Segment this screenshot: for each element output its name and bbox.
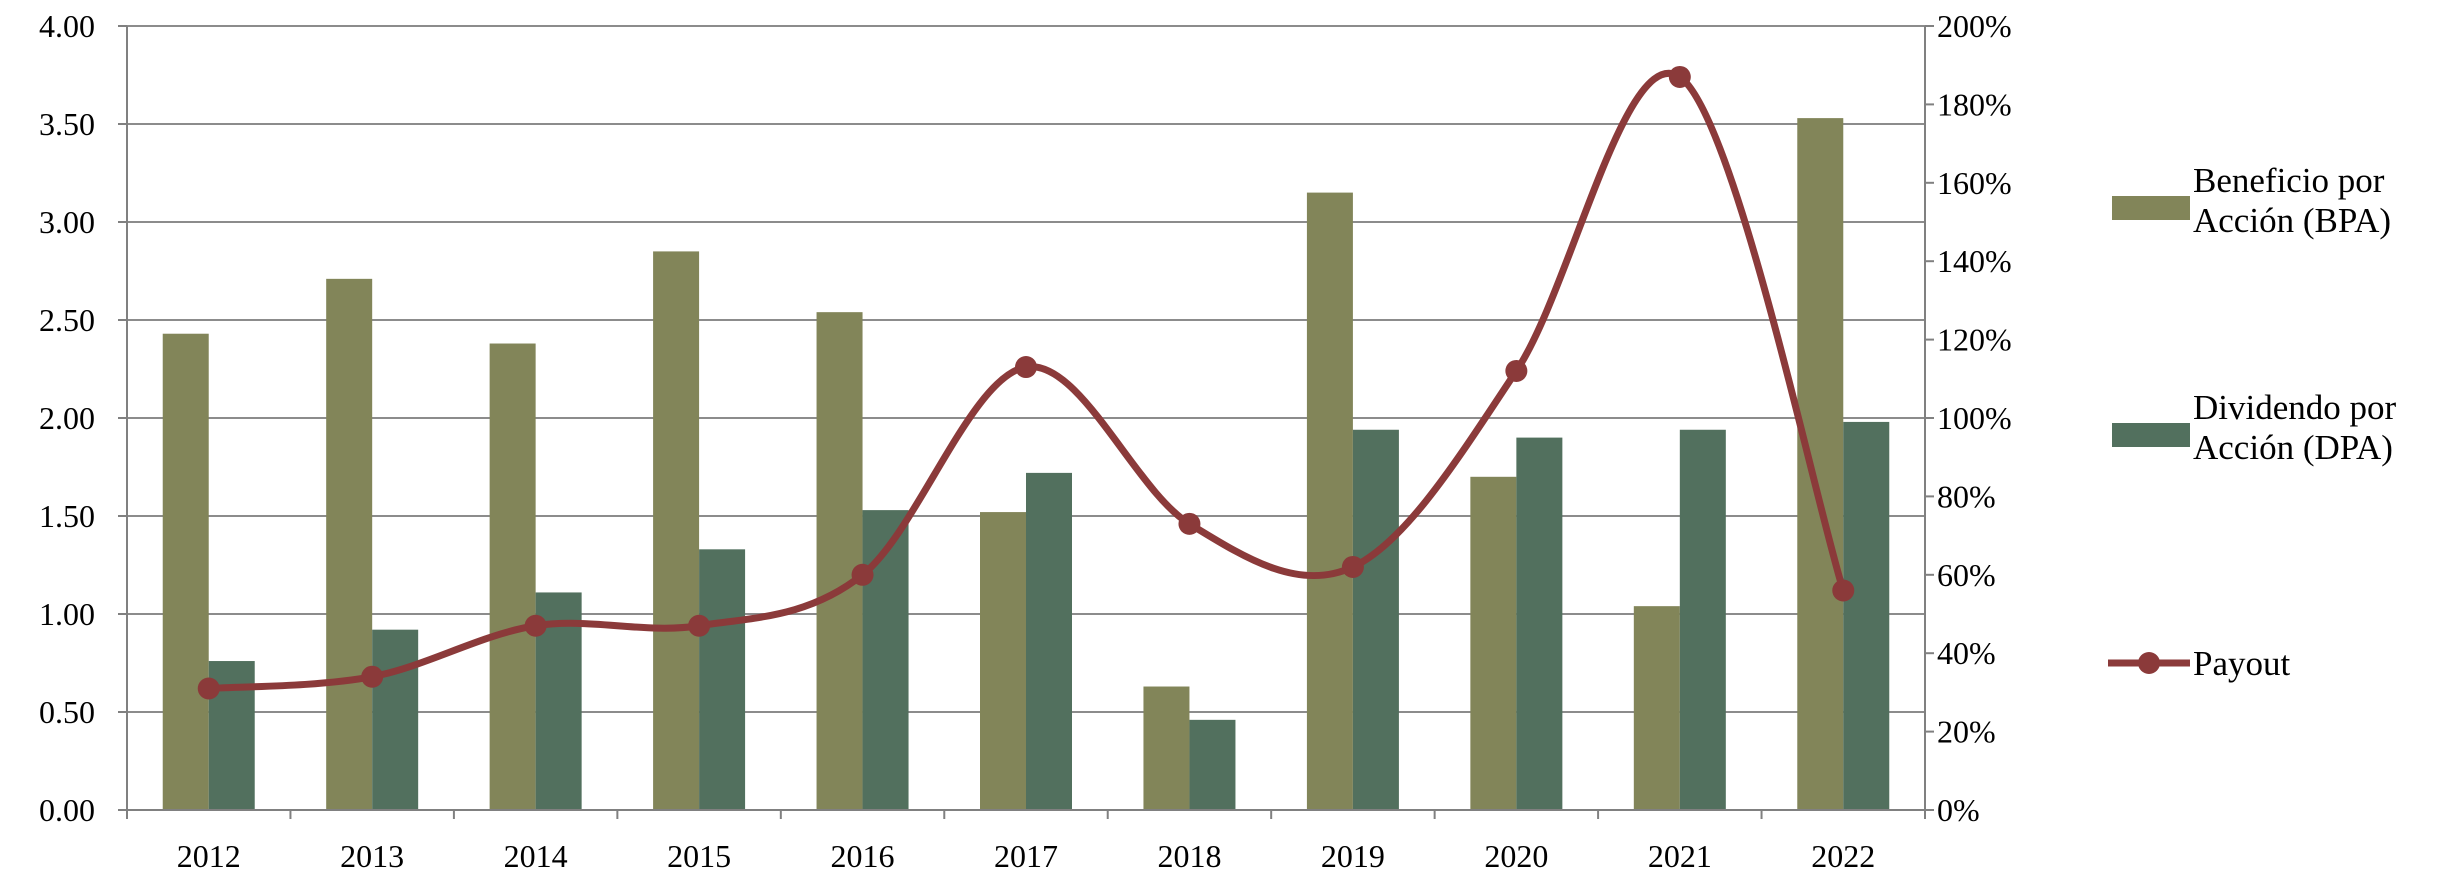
left-tick-label: 2.50 [39, 302, 95, 338]
right-tick-label: 40% [1937, 635, 1996, 671]
payout-point [361, 665, 384, 688]
x-tick-label: 2012 [177, 838, 241, 874]
payout-point [524, 614, 547, 637]
payout-point [1832, 579, 1855, 602]
x-tick-label: 2014 [504, 838, 568, 874]
bar-bpa [1633, 606, 1680, 810]
legend-label: Beneficio por [2193, 161, 2385, 200]
legend-label: Acción (DPA) [2193, 428, 2393, 467]
x-tick-label: 2017 [994, 838, 1058, 874]
bar-bpa [1470, 476, 1517, 810]
legend-label: Dividendo por [2193, 388, 2397, 427]
payout-point [688, 614, 711, 637]
bar-bpa [816, 312, 863, 810]
x-tick-label: 2018 [1157, 838, 1221, 874]
legend-item-payout: Payout [2108, 644, 2291, 683]
axes [118, 25, 1934, 819]
right-tick-label: 20% [1937, 714, 1996, 750]
right-tick-label: 120% [1937, 322, 2012, 358]
bar-dpa [1352, 429, 1399, 810]
bar-bpa [1306, 192, 1353, 811]
x-axis-tick-labels: 2012 2013 2014 2015 2016 2017 2018 2019 2020 2021… [177, 838, 1876, 874]
x-tick-label: 2015 [667, 838, 731, 874]
left-tick-label: 3.50 [39, 106, 95, 142]
x-tick-label: 2019 [1321, 838, 1385, 874]
bar-bpa [326, 278, 373, 811]
bar-dpa [1516, 437, 1563, 810]
bar-dpa [372, 629, 419, 810]
right-axis-tick-labels: 0% 20% 40% 60% 80% 100% 120% 140% 160% 180% 200% [1937, 8, 2012, 828]
bar-dpa [699, 549, 746, 810]
bar-bpa [489, 343, 536, 810]
payout-point [1341, 555, 1364, 578]
payout-point [1505, 359, 1528, 382]
bar-dpa [862, 510, 909, 810]
right-tick-label: 100% [1937, 400, 2012, 436]
right-tick-label: 180% [1937, 86, 2012, 122]
payout-point [1668, 65, 1691, 88]
payout-point [851, 563, 874, 586]
right-tick-label: 200% [1937, 8, 2012, 44]
legend-swatch-marker [2138, 652, 2160, 674]
x-tick-label: 2020 [1484, 838, 1548, 874]
bar-bpa [1143, 686, 1190, 810]
right-tick-label: 60% [1937, 557, 1996, 593]
payout-point [1015, 356, 1037, 379]
x-tick-label: 2022 [1811, 838, 1875, 874]
left-tick-label: 1.50 [39, 498, 95, 534]
legend-swatch [2112, 423, 2190, 447]
left-tick-label: 4.00 [39, 8, 95, 44]
bar-bpa [1797, 118, 1844, 811]
right-tick-label: 0% [1937, 792, 1980, 828]
legend-label: Payout [2193, 644, 2291, 683]
bar-bpa [653, 251, 700, 810]
bar-dpa [1679, 429, 1726, 810]
left-tick-label: 3.00 [39, 204, 95, 240]
bar-bpa [980, 512, 1026, 810]
x-tick-label: 2016 [831, 838, 895, 874]
left-axis-tick-labels: 0.00 0.50 1.00 1.50 2.00 2.50 3.00 3.50 4.00 [39, 8, 95, 828]
left-tick-label: 0.50 [39, 694, 95, 730]
left-tick-label: 2.00 [39, 400, 95, 436]
payout-point [1178, 512, 1201, 535]
bars [162, 118, 1890, 811]
payout-point [197, 677, 220, 700]
left-tick-label: 1.00 [39, 596, 95, 632]
gridlines [127, 25, 1925, 811]
right-tick-label: 80% [1937, 478, 1996, 514]
left-tick-label: 0.00 [39, 792, 95, 828]
bar-bpa [162, 333, 209, 810]
x-tick-label: 2021 [1648, 838, 1712, 874]
right-tick-label: 140% [1937, 243, 2012, 279]
legend-swatch [2112, 196, 2190, 220]
payout-line-layer [197, 65, 1855, 700]
bar-dpa [1026, 472, 1072, 810]
bar-dpa [1189, 719, 1236, 810]
x-tick-label: 2013 [340, 838, 404, 874]
bar-dpa [1843, 421, 1890, 810]
right-tick-label: 160% [1937, 165, 2012, 201]
legend-label: Acción (BPA) [2193, 201, 2391, 240]
